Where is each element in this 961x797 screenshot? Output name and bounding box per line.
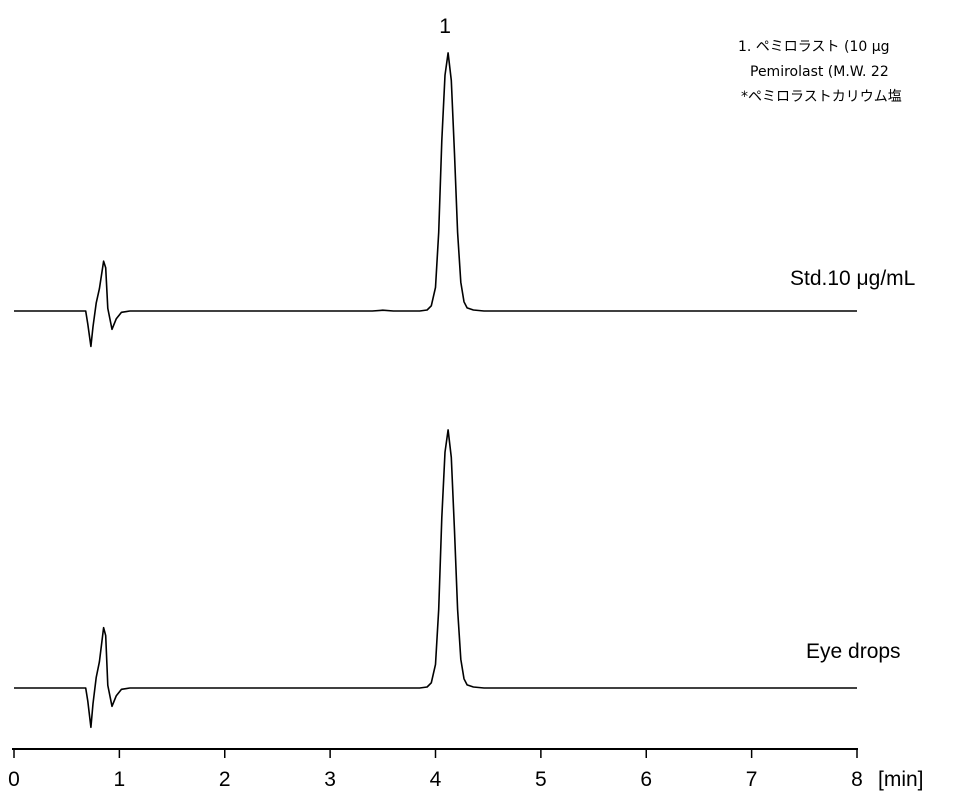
series-trace-1 bbox=[14, 52, 857, 348]
x-tick-label-0: 0 bbox=[8, 768, 20, 791]
series-label-1: Std.10 μg/mL bbox=[790, 267, 915, 290]
legend-line-3: *ペミロラストカリウム塩 bbox=[741, 89, 902, 105]
legend-line-2: Pemirolast (M.W. 22 bbox=[750, 64, 889, 80]
trace-label-group: Std.10 μg/mL Eye drops bbox=[790, 267, 915, 663]
x-tick-label-3: 3 bbox=[324, 768, 336, 791]
peak-label-1: 1 bbox=[439, 15, 451, 38]
legend-line-1: 1. ペミロラスト (10 μg bbox=[738, 39, 890, 55]
x-tick-label-2: 2 bbox=[219, 768, 231, 791]
legend-box: 1. ペミロラスト (10 μg Pemirolast (M.W. 22 *ペミロラ… bbox=[738, 39, 902, 105]
x-tick-label-4: 4 bbox=[430, 768, 442, 791]
x-tick-label-8: 8 bbox=[851, 768, 863, 791]
x-tick-label-6: 6 bbox=[640, 768, 652, 791]
x-axis: 0 1 2 3 4 5 6 7 8 bbox=[8, 748, 863, 791]
series-trace-2 bbox=[14, 429, 857, 729]
x-tick-label-5: 5 bbox=[535, 768, 547, 791]
x-axis-unit-label: [min] bbox=[878, 768, 924, 791]
trace-group bbox=[14, 52, 857, 729]
x-tick-label-7: 7 bbox=[746, 768, 758, 791]
peak-label-group: 1 bbox=[439, 15, 451, 38]
x-tick-label-1: 1 bbox=[114, 768, 126, 791]
series-label-2: Eye drops bbox=[806, 640, 901, 663]
